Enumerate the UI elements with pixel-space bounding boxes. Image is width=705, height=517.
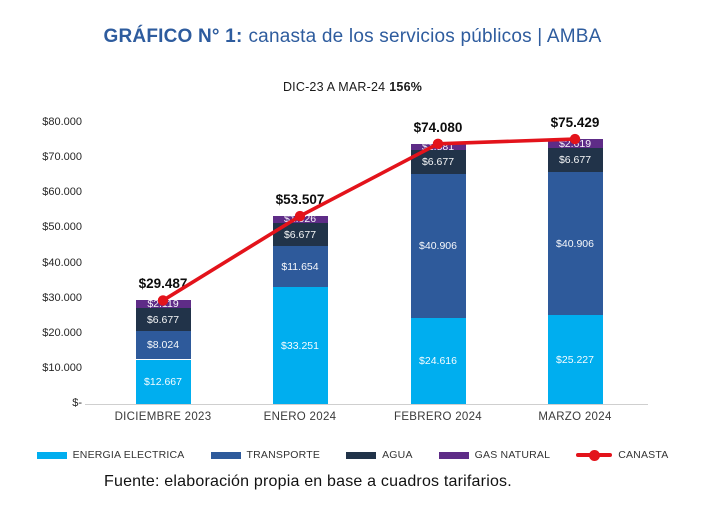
bar-segment-gas-natural: $2.619 [547, 137, 603, 150]
bar-segment-label: $40.906 [419, 239, 457, 252]
total-label: $74.080 [413, 119, 463, 135]
bar-segment-energia-electrica: $12.667 [135, 359, 191, 404]
legend-item-energia-electrica: ENERGIA ELECTRICA [36, 449, 185, 461]
y-tick-label: $40.000 [42, 256, 82, 269]
bar-segment-transporte: $40.906 [547, 171, 603, 316]
legend-item-transporte: TRANSPORTE [210, 449, 321, 461]
bar-segment-label: $2.619 [558, 137, 592, 150]
bar-segment-label: $6.677 [146, 313, 180, 326]
legend-swatch [210, 451, 241, 459]
bar-segment-label: $40.906 [556, 237, 594, 250]
page-title-bold: GRÁFICO N° 1: [103, 26, 243, 47]
legend-item-gas-natural: GAS NATURAL [438, 449, 551, 461]
bar-segment-transporte: $8.024 [135, 331, 191, 360]
total-label: $29.487 [138, 276, 188, 292]
y-tick-label: $50.000 [42, 221, 82, 234]
legend-item-canasta: CANASTA [576, 449, 668, 461]
bar-segment-transporte: $40.906 [410, 173, 466, 318]
legend-item-agua: AGUA [346, 449, 413, 461]
chart-subtitle: DIC-23 A MAR-24 156% [0, 80, 705, 94]
bar-segment-label: $24.616 [419, 354, 457, 367]
bar-segment-gas-natural: $1.926 [272, 213, 328, 226]
category-label: MARZO 2024 [538, 411, 612, 423]
source-note: Fuente: elaboración propia en base a cua… [104, 473, 512, 490]
category-label: ENERO 2024 [263, 411, 337, 423]
y-tick-label: $70.000 [42, 151, 82, 164]
bar-segment-label: $2.119 [147, 298, 179, 311]
page-title: GRÁFICO N° 1: canasta de los servicios pú… [0, 26, 705, 48]
total-label: $75.429 [550, 115, 600, 131]
bar-segment-agua: $6.677 [272, 222, 328, 247]
bar-segment-energia-electrica: $25.227 [547, 315, 603, 404]
bar-segment-label: $1.926 [283, 213, 317, 226]
total-label: $53.507 [275, 192, 325, 208]
bar-segment-agua: $6.677 [410, 150, 466, 174]
bar-segment-label: $12.667 [144, 375, 182, 388]
bar-segment-label: $6.677 [283, 228, 317, 241]
canasta-legend-line [576, 449, 613, 461]
y-tick-label: $30.000 [42, 291, 82, 304]
bar-segment-label: $33.251 [281, 339, 319, 352]
bar-segment-label: $6.677 [558, 153, 592, 166]
bar-segment-energia-electrica: $33.251 [272, 287, 328, 404]
bar-segment-agua: $6.677 [547, 148, 603, 172]
legend-label: CANASTA [618, 449, 669, 461]
legend-label: ENERGIA ELECTRICA [72, 449, 185, 461]
bar-segment-label: $11.654 [281, 260, 319, 273]
page-title-rest: canasta de los servicios públicos | AMBA [248, 26, 602, 47]
bar-segment-gas-natural: $1.881 [410, 141, 466, 154]
category-label: FEBRERO 2024 [394, 411, 482, 423]
legend-label: AGUA [382, 449, 413, 461]
bar-segment-energia-electrica: $24.616 [410, 317, 466, 404]
subtitle-percentage: 156% [389, 80, 423, 94]
y-tick-label: $80.000 [42, 116, 82, 128]
bar-segment-label: $8.024 [146, 339, 180, 352]
legend-swatch [346, 451, 377, 459]
category-label: DICIEMBRE 2023 [114, 411, 212, 423]
x-axis-line [85, 404, 648, 405]
bar-segment-label: $1.881 [421, 141, 455, 154]
legend-label: GAS NATURAL [474, 449, 551, 461]
y-tick-label: $- [72, 397, 82, 409]
bar-segment-transporte: $11.654 [272, 246, 328, 288]
bar-segment-gas-natural: $2.119 [135, 298, 191, 311]
subtitle-period: DIC-23 A MAR-24 [282, 80, 386, 94]
legend-label: TRANSPORTE [246, 449, 321, 461]
legend-swatch [438, 451, 469, 459]
chart-legend: ENERGIA ELECTRICA TRANSPORTE AGUA GAS NATUR… [0, 449, 705, 461]
y-tick-label: $10.000 [42, 361, 82, 374]
bar-segment-agua: $6.677 [135, 307, 191, 332]
legend-swatch [36, 451, 67, 459]
y-tick-label: $60.000 [42, 186, 82, 199]
canasta-legend-dot [589, 449, 601, 461]
y-tick-label: $20.000 [42, 326, 82, 339]
bar-segment-label: $25.227 [556, 353, 594, 366]
bar-segment-label: $6.677 [421, 156, 455, 169]
